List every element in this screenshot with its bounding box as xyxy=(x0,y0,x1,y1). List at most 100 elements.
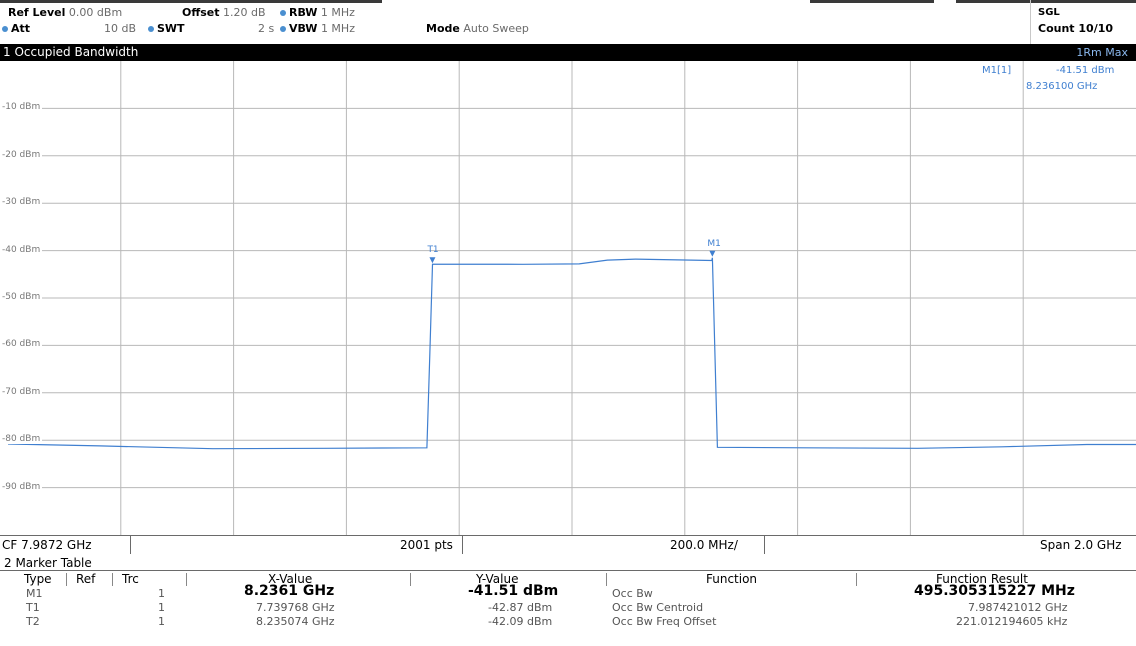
trace xyxy=(8,250,1136,450)
col-header-type: Type xyxy=(24,572,52,586)
instrument-header: Ref Level 0.00 dBm Offset 1.20 dB RBW 1 … xyxy=(0,0,1136,44)
footer-divider xyxy=(462,536,463,554)
frequency-span[interactable]: Span 2.0 GHz xyxy=(1040,538,1122,552)
offset[interactable]: Offset 1.20 dB xyxy=(182,6,266,19)
row-t2-x: 8.235074 GHz xyxy=(256,615,335,628)
ref-level[interactable]: Ref Level 0.00 dBm xyxy=(8,6,122,19)
swt-label: SWT xyxy=(157,22,185,35)
sgl-indicator[interactable]: SGL xyxy=(1038,7,1060,18)
header-top-line xyxy=(810,0,934,3)
span-per-division: 200.0 MHz/ xyxy=(670,538,738,552)
y-tick-label: -40 dBm xyxy=(2,244,43,255)
ref-level-label: Ref Level xyxy=(8,6,66,19)
grid xyxy=(8,61,1136,535)
row-t1-type[interactable]: T1 xyxy=(26,601,40,614)
row-t1-function: Occ Bw Centroid xyxy=(612,601,704,614)
marker-readout-freq: 8.236100 GHz xyxy=(1026,81,1098,92)
vbw-value: 1 MHz xyxy=(320,22,355,35)
header-top-line xyxy=(956,0,1136,3)
offset-value: 1.20 dB xyxy=(223,6,266,19)
y-tick-label: -10 dBm xyxy=(2,102,43,113)
row-t1-trc: 1 xyxy=(158,601,165,614)
col-header-trc: Trc xyxy=(122,572,139,586)
swt-value-row: 2 s xyxy=(258,22,274,35)
marker-triangle-icon xyxy=(709,250,716,257)
mode[interactable]: Mode Auto Sweep xyxy=(426,22,529,35)
col-header-result: Function Result xyxy=(936,572,1028,586)
y-tick-label: -30 dBm xyxy=(2,197,43,208)
coupled-dot-icon xyxy=(280,26,286,32)
col-divider xyxy=(606,573,607,586)
att-label: Att xyxy=(11,22,31,35)
col-divider xyxy=(410,573,411,586)
mode-label: Mode xyxy=(426,22,460,35)
y-tick-label: -70 dBm xyxy=(2,386,43,397)
row-t2-trc: 1 xyxy=(158,615,165,628)
header-divider xyxy=(1030,0,1031,44)
marker-m1[interactable]: M1 xyxy=(707,238,721,249)
row-m1-type[interactable]: M1 xyxy=(26,587,43,600)
marker-readout-level: -41.51 dBm xyxy=(1056,65,1115,76)
vbw-label: VBW xyxy=(289,22,318,35)
row-t1-x: 7.739768 GHz xyxy=(256,601,335,614)
col-header-y: Y-Value xyxy=(476,572,519,586)
col-header-function: Function xyxy=(706,572,758,586)
row-m1-y: -41.51 dBm xyxy=(468,583,559,599)
att-value: 10 dB xyxy=(104,22,137,35)
swt[interactable]: SWT xyxy=(148,22,185,35)
window-title-bar[interactable]: 1 Occupied Bandwidth 1Rm Max xyxy=(0,44,1136,61)
row-t1-y: -42.87 dBm xyxy=(488,601,553,614)
col-header-x: X-Value xyxy=(268,572,313,586)
marker-table-title: 2 Marker Table xyxy=(4,556,92,570)
marker-table-rule xyxy=(0,570,1136,571)
col-divider xyxy=(112,573,113,586)
y-tick-label: -80 dBm xyxy=(2,434,43,445)
window-title: 1 Occupied Bandwidth xyxy=(3,45,139,59)
marker-triangle-icon xyxy=(429,257,436,264)
trace-line xyxy=(8,257,1136,450)
offset-label: Offset xyxy=(182,6,220,19)
row-t2-y: -42.09 dBm xyxy=(488,615,553,628)
y-tick-label: -20 dBm xyxy=(2,149,43,160)
row-t2-result: 221.012194605 kHz xyxy=(956,615,1068,628)
vbw[interactable]: VBW 1 MHz xyxy=(280,22,355,35)
sweep-count: Count 10/10 xyxy=(1038,22,1114,35)
coupled-dot-icon xyxy=(280,10,286,16)
rbw[interactable]: RBW 1 MHz xyxy=(280,6,355,19)
sweep-info-bar: CF 7.9872 GHz 2001 pts 200.0 MHz/ Span 2… xyxy=(0,535,1136,555)
swt-value: 2 s xyxy=(258,22,275,35)
spectrum-svg xyxy=(8,61,1136,535)
rbw-value: 1 MHz xyxy=(320,6,355,19)
row-m1-function: Occ Bw xyxy=(612,587,653,600)
trace-mode-label[interactable]: 1Rm Max xyxy=(1076,46,1128,59)
row-m1-x: 8.2361 GHz xyxy=(244,583,335,599)
footer-divider xyxy=(130,536,131,554)
col-divider xyxy=(66,573,67,586)
y-tick-label: -50 dBm xyxy=(2,292,43,302)
rbw-label: RBW xyxy=(289,6,318,19)
col-header-ref: Ref xyxy=(76,572,96,586)
y-tick-label: -60 dBm xyxy=(2,339,43,350)
row-t2-type[interactable]: T2 xyxy=(26,615,40,628)
col-divider xyxy=(186,573,187,586)
marker-t1[interactable]: T1 xyxy=(427,245,439,256)
spectrum-plot[interactable]: -10 dBm -20 dBm -30 dBm -40 dBm -50 dBm -60 d… xyxy=(2,61,1136,535)
mode-value: Auto Sweep xyxy=(463,22,529,35)
row-t1-result: 7.987421012 GHz xyxy=(968,601,1068,614)
row-t2-function: Occ Bw Freq Offset xyxy=(612,615,717,628)
row-m1-result: 495.305315227 MHz xyxy=(914,583,1075,599)
y-tick-label: -90 dBm xyxy=(2,481,43,492)
marker-table: 2 Marker Table Type Ref Trc X-Value Y-Va… xyxy=(0,554,1136,646)
marker-readout-name: M1[1] xyxy=(982,65,1012,76)
ref-level-value: 0.00 dBm xyxy=(68,6,123,19)
coupled-dot-icon xyxy=(2,26,8,32)
footer-divider xyxy=(764,536,765,554)
col-divider xyxy=(856,573,857,586)
att-value-row: 10 dB xyxy=(104,22,136,35)
sweep-points[interactable]: 2001 pts xyxy=(400,538,453,552)
coupled-dot-icon xyxy=(148,26,154,32)
center-frequency[interactable]: CF 7.9872 GHz xyxy=(2,538,92,552)
att[interactable]: Att xyxy=(2,22,30,35)
header-top-line xyxy=(0,0,382,3)
row-m1-trc: 1 xyxy=(158,587,165,600)
